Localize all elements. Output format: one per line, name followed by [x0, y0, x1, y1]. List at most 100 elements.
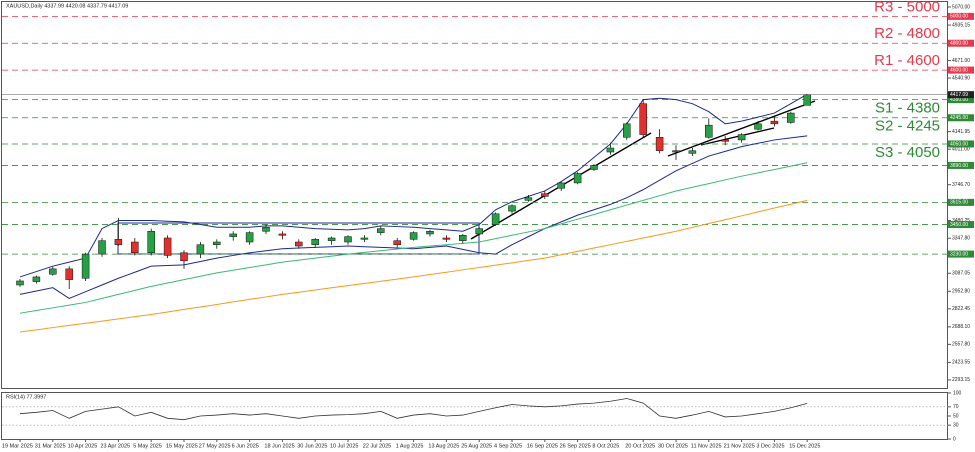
price-label: 3615.00	[950, 200, 968, 206]
last-price-box	[948, 91, 974, 99]
x-tick-label: 23 Apr 2025	[100, 443, 130, 449]
price-label: 4600.00	[950, 67, 968, 73]
indicator-line	[19, 199, 808, 333]
candle-body	[32, 276, 41, 282]
candle-body	[606, 147, 615, 153]
rsi-panel	[1, 392, 948, 440]
indicator-line	[19, 93, 808, 278]
x-tick-label: 30 Oct 2025	[658, 443, 688, 449]
candle-body	[245, 232, 254, 243]
candle-body	[147, 231, 155, 254]
price-label: 4245.00	[950, 115, 968, 121]
candle-body	[213, 241, 221, 245]
candle-body	[459, 235, 467, 241]
candle-body	[327, 237, 336, 241]
x-tick-label: 3 Dec 2025	[756, 443, 784, 449]
y-tick-label: 4540.90	[952, 75, 970, 81]
price-label-box	[948, 12, 974, 20]
candle-body	[131, 241, 139, 254]
last-price-label: 4417.09	[950, 92, 968, 98]
x-tick-label: 8 Oct 2025	[592, 443, 619, 449]
x-tick-label: 15 May 2025	[166, 443, 198, 449]
rsi-tick-label: 50	[953, 413, 959, 419]
candle-body	[590, 165, 598, 170]
x-tick-label: 13 Aug 2025	[428, 443, 459, 449]
candle-body	[508, 205, 516, 212]
candle-body	[65, 268, 73, 280]
x-tick-label: 20 Oct 2025	[625, 443, 655, 449]
y-tick-label: 2423.55	[952, 360, 970, 366]
level-label: R3 - 5000	[874, 0, 940, 15]
rsi-tick-label: 0	[953, 436, 956, 442]
candle-body	[491, 213, 500, 225]
candle-body	[721, 139, 729, 142]
candle-body	[344, 236, 352, 243]
price-label: 4800.00	[950, 41, 968, 47]
candle-body	[655, 136, 664, 151]
candle-body	[377, 228, 385, 233]
candle-body	[163, 237, 172, 256]
x-tick-label: 16 Sep 2025	[527, 443, 558, 449]
candle-body	[573, 173, 582, 184]
candle-body	[81, 253, 90, 279]
y-tick-label: 2293.15	[952, 377, 970, 383]
y-tick-label: 2822.45	[952, 306, 970, 312]
price-label-box	[948, 140, 974, 148]
candle-body	[541, 193, 549, 197]
candle-body	[705, 124, 713, 138]
price-label: 4050.00	[950, 141, 968, 147]
price-label: 4380.00	[950, 97, 968, 103]
x-tick-label: 18 Jun 2025	[264, 443, 294, 449]
price-label: 3450.00	[950, 222, 968, 228]
candle-body	[475, 228, 483, 235]
trendline	[667, 100, 816, 157]
y-tick-label: 2952.80	[952, 289, 970, 295]
candle-body	[639, 103, 647, 135]
y-tick-label: 3347.80	[952, 236, 970, 242]
price-label-box	[948, 221, 974, 229]
y-tick-label: 4011.00	[952, 147, 970, 153]
candle-body	[180, 252, 188, 262]
level-label: R2 - 4800	[874, 25, 940, 42]
candle-body	[524, 197, 533, 201]
candle-body	[360, 237, 369, 240]
x-tick-label: 10 Apr 2025	[68, 443, 98, 449]
x-tick-label: 19 Mar 2025	[2, 443, 33, 449]
x-tick-label: 10 Jul 2025	[330, 443, 358, 449]
rsi-tick-label: 100	[953, 390, 962, 396]
candle-body	[311, 239, 319, 245]
y-tick-label: 3087.05	[952, 271, 970, 277]
x-tick-label: 30 Jun 2025	[297, 443, 327, 449]
candle-body	[409, 232, 418, 240]
x-tick-label: 4 Sep 2025	[494, 443, 522, 449]
y-tick-label: 4671.00	[952, 58, 970, 64]
candle-body	[229, 233, 237, 237]
trendline	[700, 127, 775, 146]
candle-body	[672, 150, 680, 153]
x-tick-label: 5 May 2025	[133, 443, 162, 449]
y-tick-label: 2557.80	[952, 342, 970, 348]
price-label: 3890.00	[950, 163, 968, 169]
candle-body	[442, 237, 451, 240]
rsi-label: RSI(14) 77.3997	[6, 394, 46, 400]
price-label-box	[948, 198, 974, 206]
level-label: S2 - 4245	[875, 118, 940, 135]
candle-body	[688, 150, 697, 154]
candle-body	[49, 268, 57, 275]
rsi-tick-label: 70	[953, 404, 959, 410]
x-tick-label: 6 Jun 2025	[232, 443, 259, 449]
price-label-box	[948, 96, 974, 104]
indicator-line	[19, 162, 808, 314]
price-label-box	[948, 39, 974, 47]
x-tick-label: 11 Nov 2025	[691, 443, 722, 449]
y-tick-label: 3746.70	[952, 182, 970, 188]
level-label: S1 - 4380	[875, 100, 940, 117]
price-label: 3230.00	[950, 251, 968, 257]
candle-body	[557, 182, 565, 189]
price-label-box	[948, 161, 974, 169]
chart-title: XAUUSD,Daily 4337.99 4420.08 4337.79 441…	[6, 3, 128, 9]
y-tick-label: 2688.10	[952, 324, 970, 330]
x-tick-label: 21 Nov 2025	[724, 443, 755, 449]
level-label: S3 - 4050	[875, 144, 940, 161]
price-label-box	[948, 114, 974, 122]
